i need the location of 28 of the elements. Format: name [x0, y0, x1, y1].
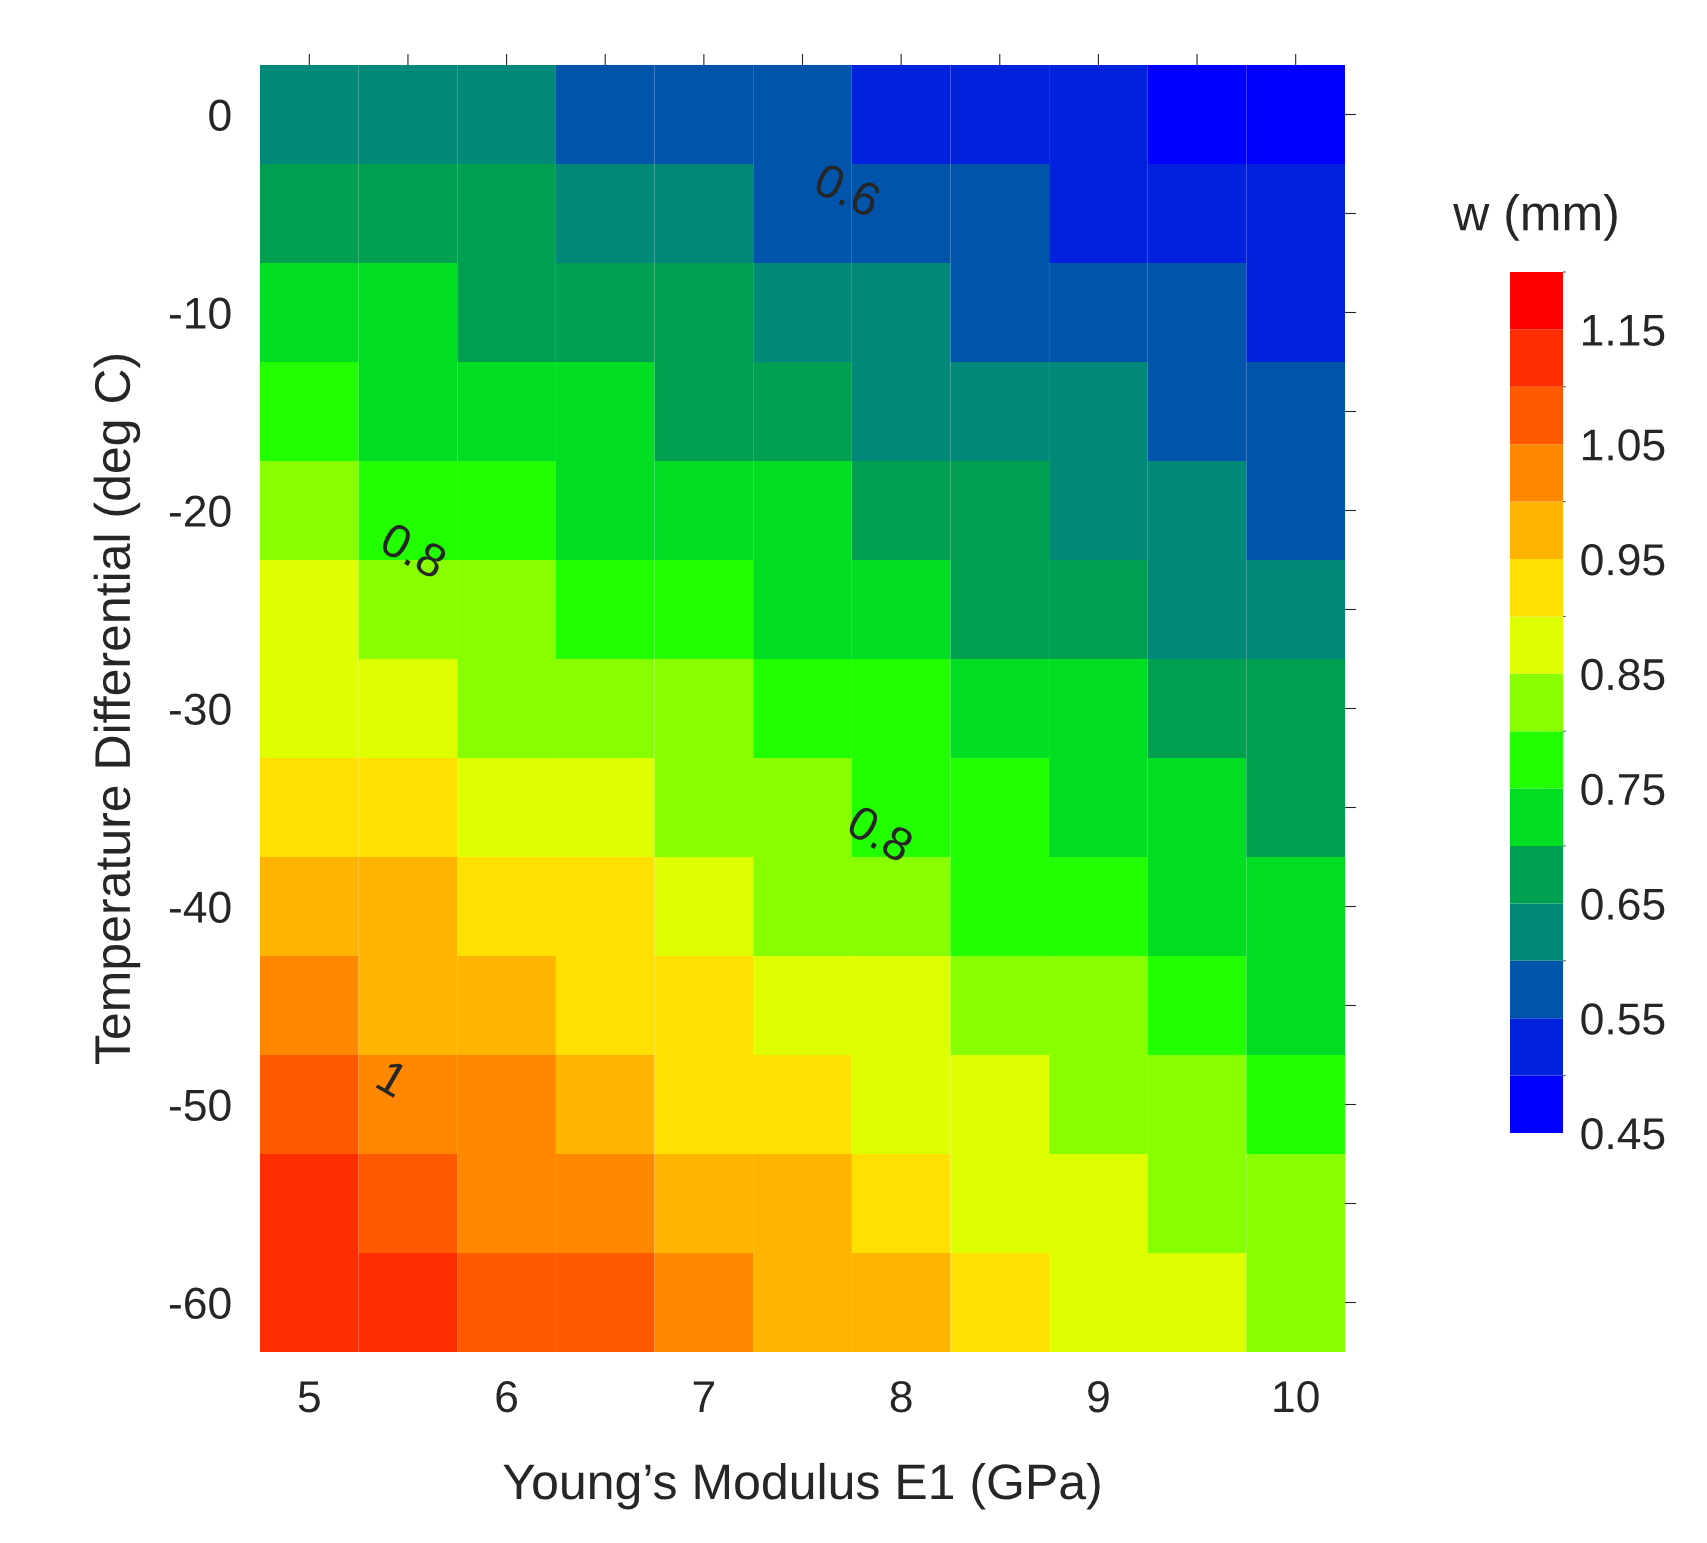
color-bar-label: 0.75 [1581, 773, 1665, 806]
color-bar-title: w (mm) [1453, 194, 1617, 241]
color-bar-label: 0.95 [1581, 544, 1665, 576]
y-tick-label: -40 [169, 891, 231, 924]
y-tick-label: -20 [169, 495, 231, 528]
annotation: 0.6 [812, 161, 883, 219]
x-axis-title: Young’s Modulus E1 (GPa) [503, 1462, 1100, 1510]
color-bar-label: 0.45 [1581, 1118, 1665, 1150]
y-tick-label: -60 [169, 1287, 231, 1320]
x-tick-label: 5 [298, 1381, 320, 1413]
annotation: 0.8 [845, 803, 916, 864]
x-tick-label: 6 [496, 1380, 517, 1413]
y-tick-label: -30 [169, 693, 231, 726]
annotation: 1 [375, 1059, 410, 1098]
y-axis-title: Temperature Differential (deg C) [93, 354, 141, 1064]
color-bar-label: 0.65 [1581, 888, 1665, 920]
annotation: 0.8 [378, 521, 449, 580]
y-tick-label: -10 [169, 297, 231, 330]
y-tick-label: -50 [169, 1089, 231, 1122]
color-bar-label: 1.15 [1583, 314, 1665, 346]
x-tick-label: 8 [890, 1380, 912, 1413]
x-tick-label: 10 [1274, 1380, 1319, 1413]
color-bar-label: 1.05 [1583, 429, 1665, 461]
x-tick-label: 7 [693, 1381, 714, 1412]
color-bar-label: 0.85 [1581, 658, 1665, 691]
x-tick-label: 9 [1088, 1380, 1109, 1413]
color-bar-label: 0.55 [1581, 1003, 1665, 1035]
y-tick-label: 0 [209, 99, 231, 132]
